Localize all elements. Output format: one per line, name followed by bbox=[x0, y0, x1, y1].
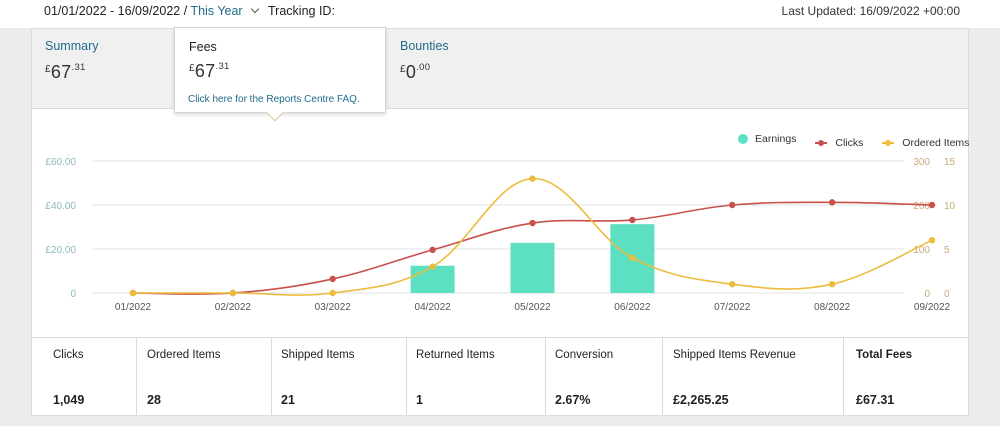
ordered-items-point bbox=[828, 281, 836, 288]
chart-legend: Earnings Clicks Ordered Items bbox=[738, 133, 969, 149]
tracking-id-label: Tracking ID: bbox=[268, 4, 335, 18]
ordered-items-point bbox=[928, 237, 936, 244]
legend-earnings[interactable]: Earnings bbox=[738, 133, 796, 145]
clicks-point bbox=[329, 275, 336, 283]
y-mid-tick-label: 300 bbox=[913, 157, 930, 168]
x-tick-label: 08/2022 bbox=[814, 302, 851, 313]
y-left-tick-label: £60.00 bbox=[45, 157, 76, 168]
earnings-bar bbox=[510, 242, 555, 293]
y-right-tick-label: 10 bbox=[944, 201, 956, 212]
ordered-items-point bbox=[129, 289, 137, 297]
legend-ordered-items[interactable]: Ordered Items bbox=[882, 137, 969, 149]
tab-fees-label: Fees bbox=[189, 40, 217, 54]
date-separator: / bbox=[183, 4, 188, 18]
stat-clicks: Clicks 1,049 bbox=[32, 338, 137, 415]
y-right-tick-label: 5 bbox=[944, 245, 950, 256]
x-tick-label: 05/2022 bbox=[514, 302, 551, 313]
x-tick-label: 04/2022 bbox=[415, 302, 452, 313]
bounties-amount: £0.00 bbox=[400, 62, 431, 82]
y-mid-tick-label: 0 bbox=[924, 289, 930, 300]
clicks-point bbox=[928, 201, 936, 209]
stat-total-fees: Total Fees £67.31 bbox=[856, 349, 913, 407]
date-range-selector[interactable]: 01/01/2022 - 16/09/2022 / This Year bbox=[44, 4, 260, 18]
y-left-tick-label: £40.00 bbox=[45, 201, 76, 212]
y-mid-tick-label: 200 bbox=[913, 201, 930, 212]
chevron-down-icon[interactable] bbox=[250, 4, 260, 14]
popover-pointer bbox=[266, 104, 284, 122]
ordered-items-point bbox=[529, 175, 536, 182]
x-tick-label: 03/2022 bbox=[315, 302, 352, 313]
stat-shipped-items: Shipped Items 21 bbox=[272, 338, 407, 415]
x-tick-label: 02/2022 bbox=[215, 302, 252, 313]
report-card: Summary £67.31 Bounties £0.00 Fees £67.3… bbox=[31, 27, 969, 416]
x-tick-label: 07/2022 bbox=[714, 302, 751, 313]
y-right-tick-label: 0 bbox=[944, 289, 950, 300]
summary-amount: £67.31 bbox=[45, 62, 86, 82]
ordered-swatch-icon bbox=[882, 140, 895, 146]
y-right-tick-label: 15 bbox=[944, 157, 956, 168]
y-left-tick-label: 0 bbox=[70, 289, 76, 300]
stat-returned-items: Returned Items 1 bbox=[407, 338, 546, 415]
clicks-point bbox=[828, 199, 836, 206]
tab-bounties-label: Bounties bbox=[400, 39, 449, 53]
ordered-items-point bbox=[429, 263, 436, 270]
x-tick-label: 01/2022 bbox=[115, 302, 152, 313]
tab-bounties[interactable]: Bounties £0.00 bbox=[400, 39, 449, 83]
tab-fees[interactable]: Fees £67.31 Click here for the Reports C… bbox=[174, 27, 386, 122]
last-updated: Last Updated: 16/09/2022 +00:00 bbox=[781, 4, 960, 18]
top-bar: 01/01/2022 - 16/09/2022 / This Year Trac… bbox=[0, 0, 1000, 28]
clicks-point bbox=[729, 201, 736, 209]
tab-summary[interactable]: Summary £67.31 bbox=[45, 39, 98, 83]
ordered-items-point bbox=[229, 289, 237, 297]
clicks-swatch-icon bbox=[815, 140, 828, 146]
date-range-text: 01/01/2022 - 16/09/2022 bbox=[44, 4, 181, 18]
period-dropdown[interactable]: This Year bbox=[190, 4, 243, 18]
clicks-point bbox=[529, 219, 536, 227]
stats-row: Clicks 1,049 Ordered Items 28 Shipped It… bbox=[32, 337, 968, 415]
clicks-point bbox=[629, 216, 636, 224]
stat-shipped-revenue: Shipped Items Revenue £2,265.25 bbox=[663, 338, 844, 415]
reports-faq-link[interactable]: Click here for the Reports Centre FAQ. bbox=[188, 94, 360, 105]
report-tabs: Summary £67.31 Bounties £0.00 bbox=[32, 29, 968, 109]
y-left-tick-label: £20.00 bbox=[45, 245, 76, 256]
x-tick-label: 09/2022 bbox=[914, 302, 951, 313]
ordered-items-point bbox=[629, 254, 636, 261]
clicks-point bbox=[429, 246, 436, 254]
earnings-chart: 0 0 0 £20.00 100 5 £40.00 200 10 £60.00 300 15 01/20… bbox=[45, 157, 956, 313]
y-mid-tick-label: 100 bbox=[913, 245, 930, 256]
earnings-bar bbox=[410, 265, 455, 293]
legend-clicks[interactable]: Clicks bbox=[815, 137, 863, 149]
tab-summary-label: Summary bbox=[45, 39, 99, 53]
stat-ordered-items: Ordered Items 28 bbox=[137, 338, 272, 415]
earnings-swatch-icon bbox=[738, 134, 748, 144]
stat-conversion: Conversion 2.67% bbox=[546, 338, 663, 415]
x-tick-label: 06/2022 bbox=[614, 302, 651, 313]
fees-amount: £67.31 bbox=[189, 61, 230, 81]
ordered-items-point bbox=[729, 281, 736, 288]
ordered-items-point bbox=[329, 289, 336, 297]
